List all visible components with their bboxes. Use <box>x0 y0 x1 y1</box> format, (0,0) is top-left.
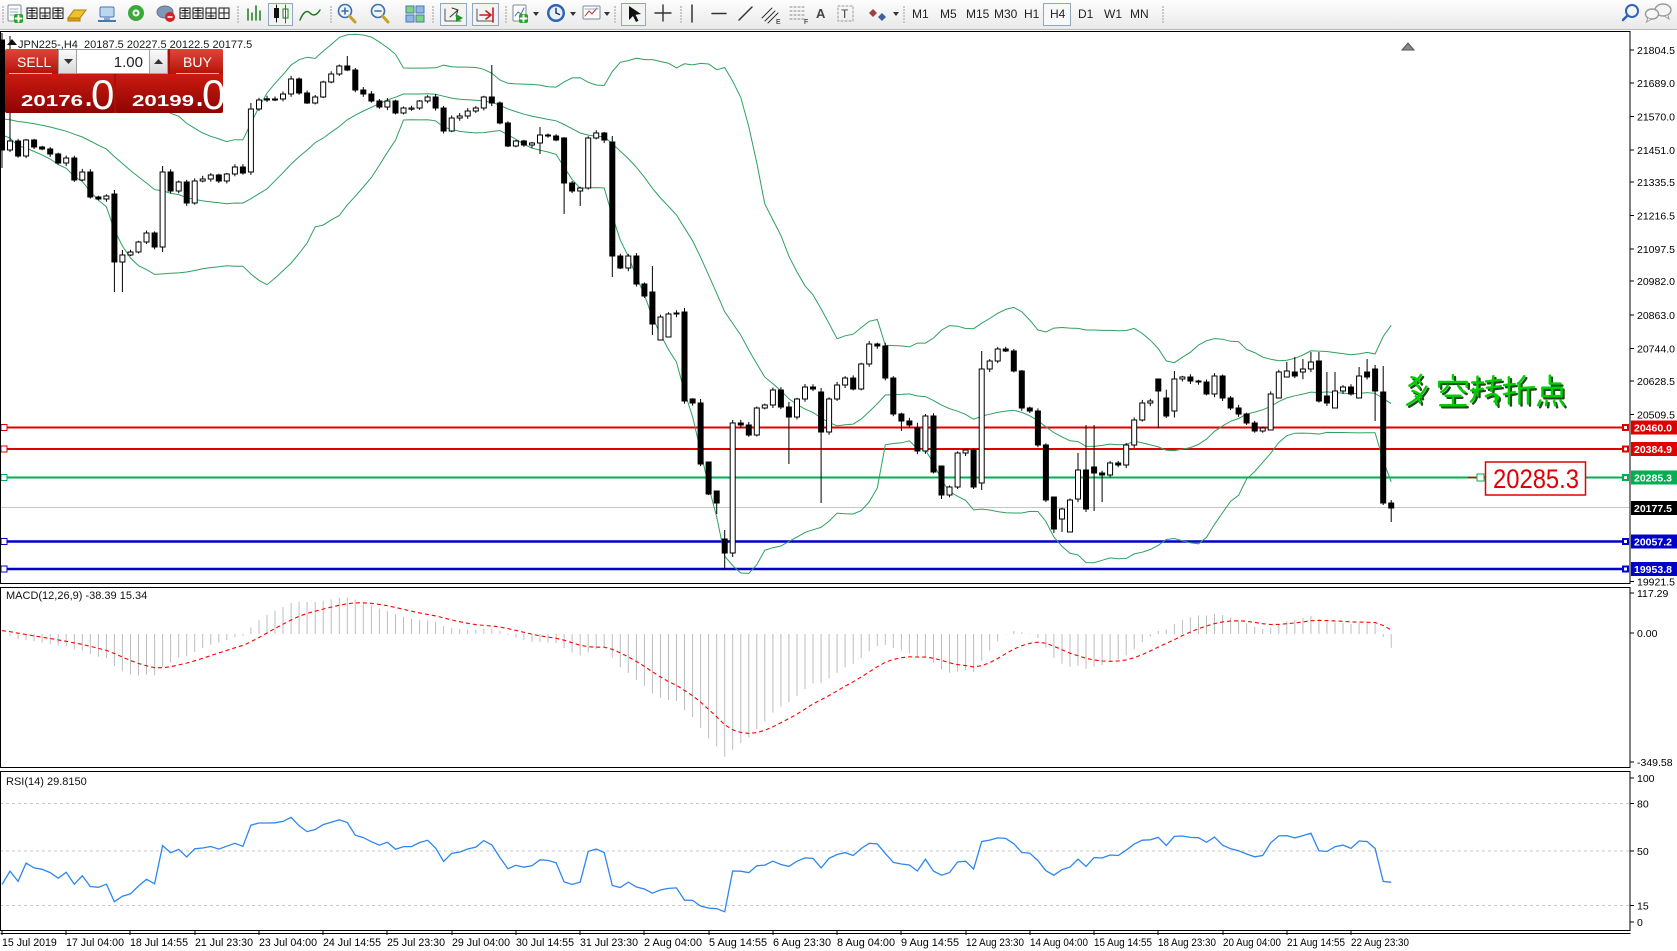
svg-text:21451.0: 21451.0 <box>1637 145 1675 157</box>
svg-text:29 Jul 04:00: 29 Jul 04:00 <box>452 937 510 949</box>
svg-text:20384.9: 20384.9 <box>1634 444 1672 456</box>
svg-text:14 Aug 04:00: 14 Aug 04:00 <box>1030 937 1088 949</box>
svg-text:H4: H4 <box>1050 7 1066 21</box>
svg-text:21804.5: 21804.5 <box>1637 45 1675 57</box>
svg-text:19921.5: 19921.5 <box>1637 577 1675 589</box>
svg-text:8 Aug 04:00: 8 Aug 04:00 <box>837 937 895 949</box>
svg-text:21 Aug 14:55: 21 Aug 14:55 <box>1287 937 1345 949</box>
svg-text:T: T <box>841 7 849 21</box>
svg-text:50: 50 <box>1637 846 1649 858</box>
svg-text:20628.5: 20628.5 <box>1637 376 1675 388</box>
svg-text:19953.8: 19953.8 <box>1634 564 1672 576</box>
svg-text:D1: D1 <box>1078 7 1094 21</box>
svg-text:H1: H1 <box>1024 7 1040 21</box>
svg-text:100: 100 <box>1637 773 1655 785</box>
svg-text:A: A <box>816 6 826 21</box>
svg-text:20285.3: 20285.3 <box>1634 473 1672 485</box>
svg-text:20 Aug 04:00: 20 Aug 04:00 <box>1223 937 1281 949</box>
svg-text:25 Jul 23:30: 25 Jul 23:30 <box>387 937 445 949</box>
svg-text:20982.0: 20982.0 <box>1637 276 1675 288</box>
svg-text:31 Jul 23:30: 31 Jul 23:30 <box>580 937 638 949</box>
svg-text:1.00: 1.00 <box>114 54 143 71</box>
svg-text:F: F <box>804 19 808 26</box>
svg-text:W1: W1 <box>1104 7 1122 21</box>
svg-text:23 Jul 04:00: 23 Jul 04:00 <box>259 937 317 949</box>
svg-text:30 Jul 14:55: 30 Jul 14:55 <box>516 937 574 949</box>
svg-text:20460.0: 20460.0 <box>1634 423 1672 435</box>
svg-text:5 Aug 14:55: 5 Aug 14:55 <box>709 937 767 949</box>
svg-text:20863.0: 20863.0 <box>1637 310 1675 322</box>
svg-text:20177.5: 20177.5 <box>1634 503 1672 515</box>
svg-text:JPN225-,H4 20187.5 20227.5 20: JPN225-,H4 20187.5 20227.5 20122.5 20177… <box>18 39 252 51</box>
svg-text:20199: 20199 <box>132 93 194 110</box>
svg-text:0: 0 <box>91 71 114 118</box>
svg-text:20744.0: 20744.0 <box>1637 344 1675 356</box>
svg-text:15 Aug 14:55: 15 Aug 14:55 <box>1094 937 1152 949</box>
svg-text:22 Aug 23:30: 22 Aug 23:30 <box>1351 937 1409 949</box>
svg-text:MN: MN <box>1130 7 1149 21</box>
svg-text:0: 0 <box>202 71 225 118</box>
svg-text:80: 80 <box>1637 799 1649 811</box>
svg-text:6 Aug 23:30: 6 Aug 23:30 <box>773 937 831 949</box>
svg-text:0.00: 0.00 <box>1637 628 1658 640</box>
svg-text:9 Aug 14:55: 9 Aug 14:55 <box>901 937 959 949</box>
svg-text:RSI(14) 29.8150: RSI(14) 29.8150 <box>6 776 87 788</box>
svg-text:SELL: SELL <box>17 54 51 70</box>
svg-text:21216.5: 21216.5 <box>1637 211 1675 223</box>
svg-text:BUY: BUY <box>183 54 212 70</box>
svg-text:21335.5: 21335.5 <box>1637 177 1675 189</box>
svg-text:117.29: 117.29 <box>1637 588 1668 600</box>
svg-text:20176: 20176 <box>21 93 83 110</box>
svg-text:0: 0 <box>1637 917 1643 929</box>
svg-text:MACD(12,26,9) -38.39 15.34: MACD(12,26,9) -38.39 15.34 <box>6 590 147 602</box>
svg-text:M30: M30 <box>994 7 1018 21</box>
svg-text:21689.0: 21689.0 <box>1637 78 1675 90</box>
svg-text:18 Aug 23:30: 18 Aug 23:30 <box>1158 937 1216 949</box>
svg-text:.: . <box>196 82 203 112</box>
svg-text:21097.5: 21097.5 <box>1637 244 1675 256</box>
svg-text:-349.58: -349.58 <box>1637 757 1673 769</box>
svg-text:15: 15 <box>1637 901 1649 913</box>
svg-text:17 Jul 04:00: 17 Jul 04:00 <box>66 937 124 949</box>
svg-text:21570.0: 21570.0 <box>1637 112 1675 124</box>
svg-text:M5: M5 <box>940 7 957 21</box>
svg-text:24 Jul 14:55: 24 Jul 14:55 <box>323 937 381 949</box>
svg-text:18 Jul 14:55: 18 Jul 14:55 <box>130 937 188 949</box>
svg-text:2 Aug 04:00: 2 Aug 04:00 <box>644 937 702 949</box>
svg-text:12 Aug 23:30: 12 Aug 23:30 <box>966 937 1024 949</box>
svg-text:M1: M1 <box>912 7 929 21</box>
svg-text:20057.2: 20057.2 <box>1634 537 1672 549</box>
svg-text:20285.3: 20285.3 <box>1493 464 1579 494</box>
svg-text:20509.5: 20509.5 <box>1637 410 1675 422</box>
svg-text:.: . <box>85 82 92 112</box>
svg-text:21 Jul 23:30: 21 Jul 23:30 <box>195 937 253 949</box>
svg-text:E: E <box>776 19 781 26</box>
svg-text:15 Jul 2019: 15 Jul 2019 <box>2 937 57 949</box>
svg-text:M15: M15 <box>966 7 990 21</box>
